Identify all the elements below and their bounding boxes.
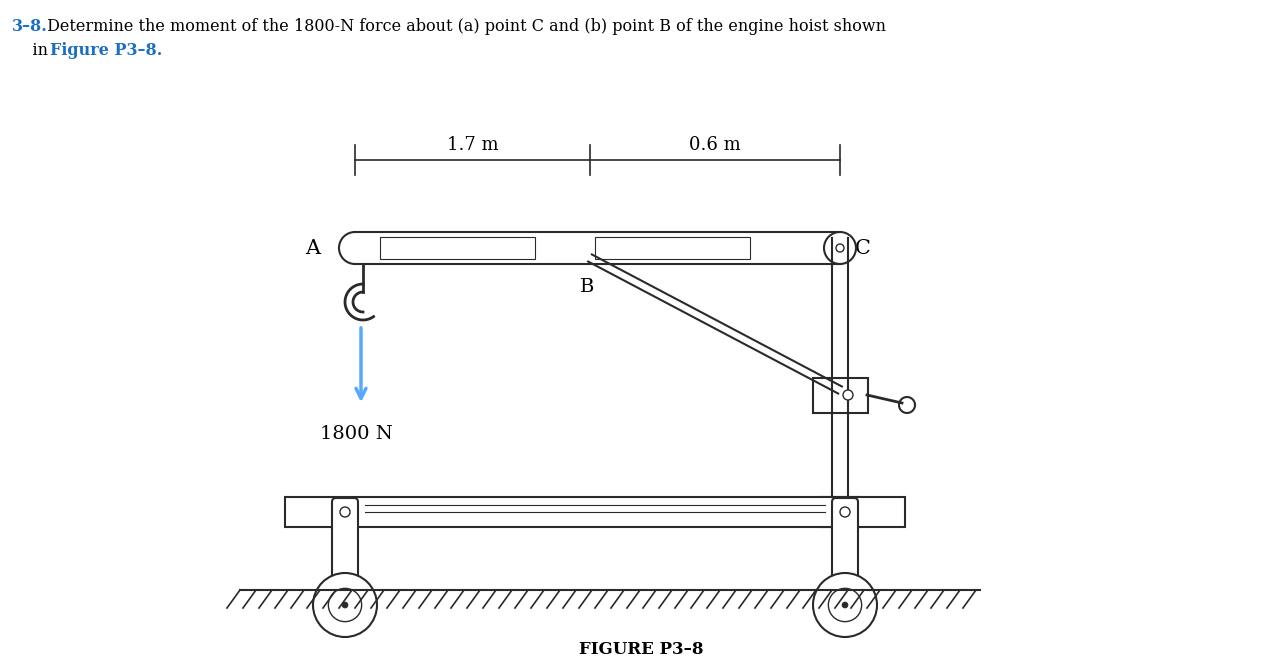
Circle shape [313, 573, 377, 637]
Text: 3–8.: 3–8. [12, 18, 47, 35]
Circle shape [836, 244, 844, 252]
Circle shape [342, 602, 347, 608]
Circle shape [844, 390, 853, 400]
Bar [285, 497, 905, 527]
Bar [595, 237, 750, 259]
Text: A: A [305, 239, 320, 257]
Circle shape [328, 588, 362, 622]
Bar [813, 378, 868, 413]
FancyBboxPatch shape [832, 498, 858, 582]
Circle shape [813, 573, 877, 637]
Circle shape [842, 602, 847, 608]
Text: 0.6 m: 0.6 m [690, 136, 741, 154]
Text: FIGURE P3–8: FIGURE P3–8 [578, 642, 704, 658]
Bar [379, 237, 535, 259]
Text: C: C [855, 239, 870, 257]
Circle shape [828, 588, 862, 622]
Circle shape [340, 507, 350, 517]
Text: in: in [12, 42, 53, 59]
FancyBboxPatch shape [332, 498, 358, 582]
Text: Determine the moment of the 1800-N force about (a) point C and (b) point B of th: Determine the moment of the 1800-N force… [42, 18, 886, 35]
Text: 1800 N: 1800 N [319, 425, 392, 443]
Bar [820, 497, 860, 527]
Text: Figure P3–8.: Figure P3–8. [50, 42, 163, 59]
Text: 1.7 m: 1.7 m [446, 136, 499, 154]
Circle shape [840, 507, 850, 517]
Text: B: B [579, 278, 595, 296]
